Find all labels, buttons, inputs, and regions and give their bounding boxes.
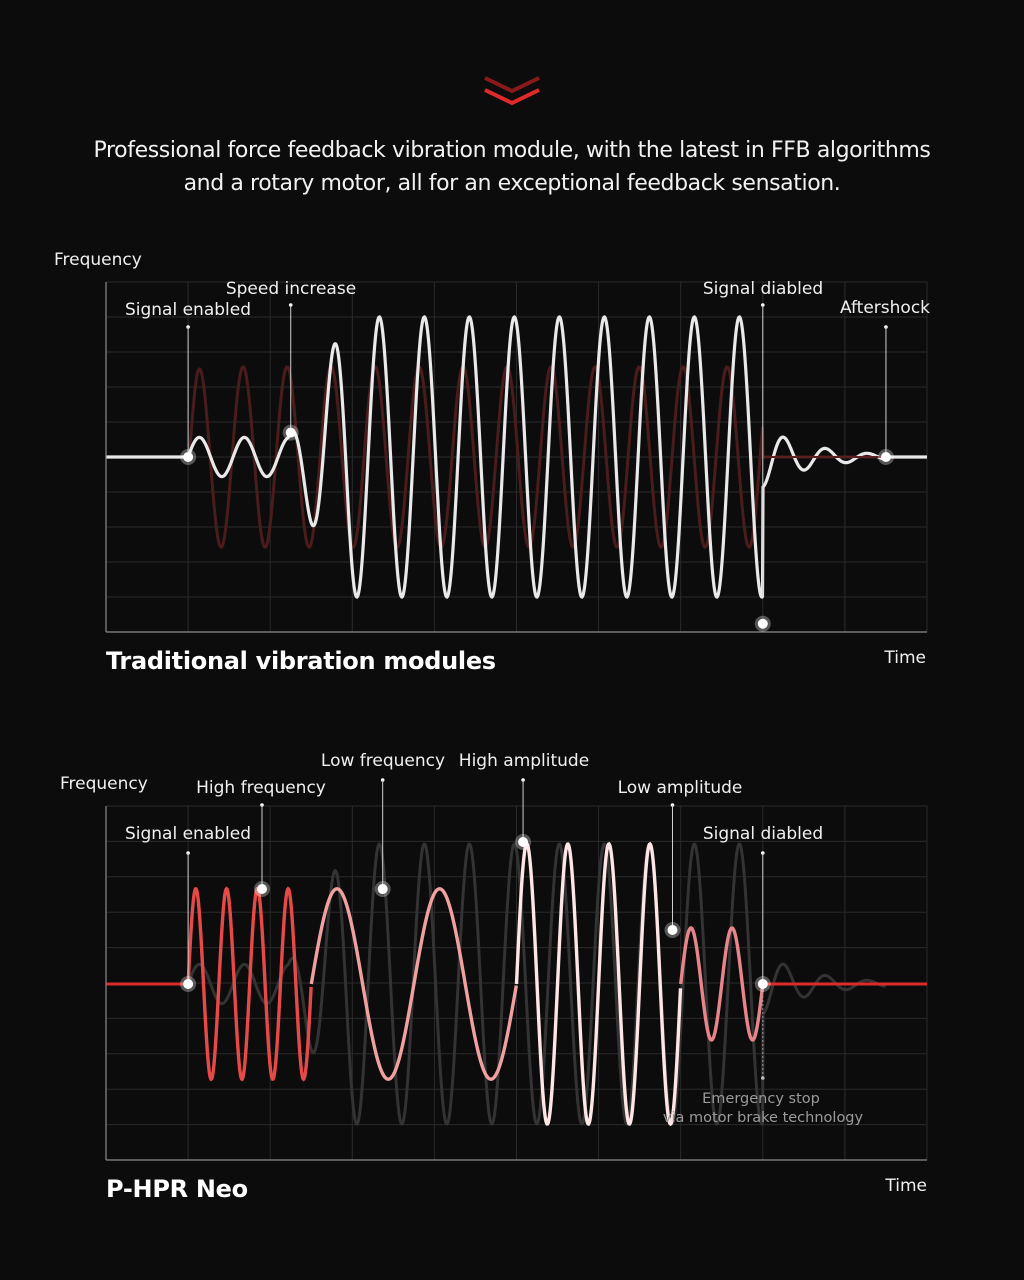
background-trace (186, 842, 886, 1126)
chart-p-hpr-neo: Signal enabled High frequency Low frequenc… (60, 751, 928, 1203)
intro-line-2: and a rotary motor, all for an exception… (183, 171, 841, 196)
segment-trace (186, 886, 313, 1082)
x-axis-label: Time (884, 1176, 927, 1196)
chart-title: Traditional vibration modules (106, 647, 496, 675)
annotations: Signal enabled High frequency Low frequenc… (125, 751, 823, 1080)
segment-trace (514, 841, 683, 1127)
marker-dot (667, 925, 678, 935)
marker-dot (377, 884, 388, 894)
note-line-1: Emergency stop (702, 1091, 820, 1107)
marker-dot (518, 837, 529, 847)
annotation-label: Speed increase (226, 279, 356, 299)
marker-dot (757, 618, 768, 629)
chart-title: P-HPR Neo (106, 1175, 248, 1203)
intro-line-1: Professional force feedback vibration mo… (93, 138, 931, 163)
response-trace-line (106, 315, 927, 599)
segment-trace (309, 887, 518, 1081)
annotation-label: Signal enabled (125, 824, 251, 844)
segment-trace (679, 926, 765, 1042)
note-line-2: via motor brake technology (663, 1110, 864, 1126)
annotation-label: Low amplitude (618, 778, 743, 798)
x-axis-label: Time (883, 648, 926, 668)
marker-dot (880, 452, 891, 462)
marker-dot (183, 452, 194, 462)
intro-text: Professional force feedback vibration mo… (40, 134, 984, 200)
annotation-label: Signal enabled (125, 300, 251, 320)
marker-dot (757, 979, 768, 989)
annotation-label: High amplitude (459, 751, 589, 771)
traditional-response-trace (186, 842, 886, 1126)
chevron-down-icon (484, 76, 540, 106)
marker-dot (183, 979, 194, 989)
response-trace (106, 841, 927, 1127)
axes (105, 282, 927, 633)
y-axis-label: Frequency (60, 774, 148, 794)
annotation-label: Low frequency (321, 751, 445, 771)
marker-dot (285, 427, 296, 438)
y-axis-label: Frequency (54, 250, 142, 270)
annotation-label: Aftershock (840, 298, 930, 318)
annotation-label: High frequency (196, 778, 326, 798)
note-tip (761, 1076, 765, 1080)
marker-dot (256, 884, 267, 894)
annotation-label: Signal diabled (703, 824, 823, 844)
axes (105, 806, 927, 1161)
response-trace (106, 315, 927, 599)
annotation-label: Signal diabled (703, 279, 823, 299)
